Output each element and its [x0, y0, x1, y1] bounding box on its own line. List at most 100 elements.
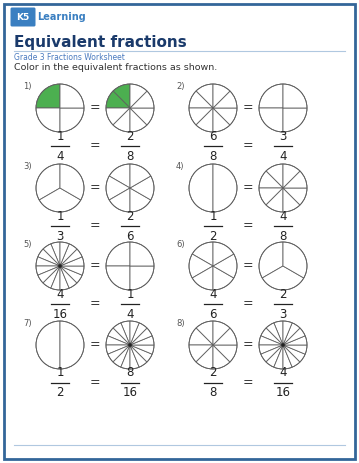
- Wedge shape: [60, 108, 84, 132]
- Wedge shape: [274, 321, 283, 345]
- Text: 16: 16: [52, 307, 67, 320]
- Wedge shape: [60, 257, 84, 266]
- Wedge shape: [283, 345, 300, 367]
- Wedge shape: [130, 345, 139, 369]
- Wedge shape: [130, 84, 147, 108]
- Text: 4: 4: [279, 367, 287, 380]
- Wedge shape: [189, 91, 213, 108]
- Wedge shape: [130, 345, 147, 367]
- Text: 4: 4: [279, 150, 287, 163]
- Wedge shape: [189, 254, 213, 278]
- Wedge shape: [283, 321, 292, 345]
- Wedge shape: [60, 242, 69, 266]
- Text: =: =: [243, 139, 253, 152]
- Wedge shape: [130, 321, 139, 345]
- Wedge shape: [213, 345, 230, 369]
- Text: 2): 2): [176, 82, 185, 91]
- Wedge shape: [60, 266, 69, 290]
- Circle shape: [281, 343, 285, 347]
- Text: 16: 16: [122, 387, 137, 400]
- Wedge shape: [130, 323, 147, 345]
- Wedge shape: [283, 345, 292, 369]
- Wedge shape: [36, 266, 60, 275]
- Wedge shape: [36, 84, 60, 108]
- Text: 16: 16: [275, 387, 290, 400]
- Text: 2: 2: [279, 288, 287, 300]
- Text: 4: 4: [279, 209, 287, 223]
- Text: =: =: [243, 376, 253, 389]
- Wedge shape: [106, 266, 130, 290]
- Wedge shape: [259, 171, 283, 188]
- Wedge shape: [213, 242, 234, 266]
- Text: =: =: [90, 139, 100, 152]
- Text: 3: 3: [279, 130, 287, 143]
- Text: 6: 6: [126, 230, 134, 243]
- Wedge shape: [213, 108, 237, 125]
- Text: 4: 4: [209, 288, 217, 300]
- Wedge shape: [266, 164, 283, 188]
- Text: 2: 2: [126, 130, 134, 143]
- Wedge shape: [130, 336, 154, 345]
- Circle shape: [128, 343, 132, 347]
- Text: 3: 3: [56, 230, 64, 243]
- Text: 8): 8): [176, 319, 185, 328]
- Wedge shape: [213, 254, 237, 278]
- Wedge shape: [121, 345, 130, 369]
- Wedge shape: [213, 84, 230, 108]
- Wedge shape: [259, 108, 283, 132]
- Text: 6): 6): [176, 240, 185, 249]
- Text: 2: 2: [126, 209, 134, 223]
- Text: 8: 8: [126, 367, 134, 380]
- Wedge shape: [213, 328, 237, 345]
- Text: 4: 4: [56, 288, 64, 300]
- Wedge shape: [106, 91, 130, 108]
- Wedge shape: [130, 91, 154, 108]
- Text: =: =: [90, 298, 100, 311]
- Text: 4: 4: [56, 150, 64, 163]
- Wedge shape: [189, 328, 213, 345]
- Wedge shape: [283, 188, 307, 205]
- Text: Color in the equivalent fractions as shown.: Color in the equivalent fractions as sho…: [14, 63, 217, 72]
- Wedge shape: [261, 328, 283, 345]
- Text: =: =: [90, 259, 100, 273]
- Wedge shape: [283, 328, 305, 345]
- Text: 6: 6: [209, 130, 217, 143]
- Text: 7): 7): [23, 319, 32, 328]
- Wedge shape: [283, 188, 300, 212]
- Wedge shape: [60, 84, 84, 108]
- Wedge shape: [262, 266, 304, 290]
- Wedge shape: [36, 321, 60, 369]
- Wedge shape: [130, 266, 154, 290]
- Wedge shape: [261, 345, 283, 362]
- Wedge shape: [266, 323, 283, 345]
- Wedge shape: [60, 266, 82, 283]
- Wedge shape: [130, 242, 154, 266]
- Text: 6: 6: [209, 307, 217, 320]
- Text: 1: 1: [56, 130, 64, 143]
- Wedge shape: [283, 323, 300, 345]
- Wedge shape: [130, 188, 151, 212]
- Wedge shape: [213, 345, 237, 362]
- Text: 1: 1: [126, 288, 134, 300]
- Wedge shape: [259, 242, 283, 278]
- Wedge shape: [60, 266, 77, 288]
- Wedge shape: [189, 345, 213, 362]
- Text: =: =: [243, 259, 253, 273]
- Wedge shape: [259, 188, 283, 205]
- Wedge shape: [36, 108, 60, 132]
- Wedge shape: [60, 266, 84, 275]
- Wedge shape: [43, 244, 60, 266]
- Wedge shape: [192, 266, 213, 290]
- Wedge shape: [130, 345, 152, 362]
- Text: =: =: [90, 338, 100, 351]
- Wedge shape: [192, 242, 213, 266]
- Wedge shape: [283, 84, 307, 108]
- Wedge shape: [106, 336, 130, 345]
- Wedge shape: [109, 164, 130, 188]
- Text: 5): 5): [23, 240, 32, 249]
- Text: =: =: [90, 376, 100, 389]
- Wedge shape: [113, 108, 130, 132]
- Text: 8: 8: [126, 150, 134, 163]
- Circle shape: [58, 264, 62, 268]
- Text: =: =: [243, 101, 253, 114]
